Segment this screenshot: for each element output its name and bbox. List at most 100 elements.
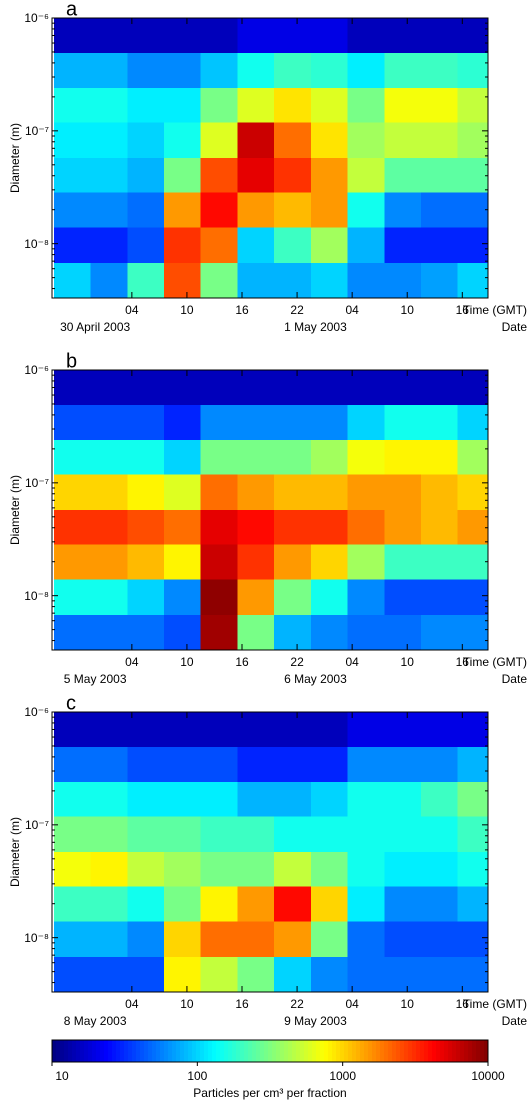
x-tick-label: 04 (125, 655, 139, 669)
colorbar-swatch (220, 1040, 225, 1062)
heat-cell (274, 192, 312, 229)
heat-cell (420, 781, 459, 818)
heat-cell (457, 370, 488, 406)
heat-cell (457, 510, 488, 546)
colorbar-swatch (112, 1040, 117, 1062)
heat-cell (310, 122, 349, 159)
heat-cell (90, 158, 128, 194)
heat-cell (127, 852, 165, 888)
heat-cell (274, 544, 312, 581)
x-tick-label: 10 (401, 303, 415, 317)
heat-cell (347, 158, 385, 194)
heat-cell (237, 370, 275, 406)
heat-cell (163, 227, 202, 264)
date-axis-label: Date (502, 672, 528, 686)
heat-cell (163, 956, 202, 992)
heat-cell (457, 614, 488, 650)
x-tick-label: 16 (235, 655, 249, 669)
plot-frame (51, 17, 489, 299)
heat-cell (347, 747, 385, 783)
heat-cell (53, 579, 92, 616)
heat-cell (90, 579, 128, 616)
heat-cell (384, 262, 422, 298)
panel-label: c (66, 692, 76, 714)
heat-cell (347, 614, 385, 650)
heat-cell (127, 122, 165, 159)
colorbar-swatch (376, 1040, 381, 1062)
heat-cell (200, 510, 239, 546)
heat-cell (310, 886, 349, 923)
heat-cell (53, 227, 92, 264)
heat-cell (163, 921, 202, 958)
x-tick-label: 04 (125, 997, 139, 1011)
x-tick-label: 10 (180, 997, 194, 1011)
heat-cell (90, 405, 128, 441)
heat-cell (200, 53, 239, 89)
colorbar-swatch (420, 1040, 425, 1062)
colorbar-swatch (56, 1040, 61, 1062)
heat-cell (237, 781, 275, 818)
heat-cell (274, 921, 312, 958)
heat-cell (274, 747, 312, 783)
heat-cell (384, 158, 422, 194)
heat-cell (384, 852, 422, 888)
colorbar-swatch (208, 1040, 213, 1062)
heat-cell (200, 544, 239, 581)
heat-cell (127, 579, 165, 616)
heat-cell (127, 921, 165, 958)
heat-cell (53, 158, 92, 194)
heat-cell (90, 474, 128, 511)
heat-cell (457, 18, 488, 54)
heat-cell (237, 956, 275, 992)
colorbar-swatch (284, 1040, 289, 1062)
heat-cell (457, 262, 488, 298)
colorbar-swatch (136, 1040, 141, 1062)
heat-cell (53, 816, 92, 853)
colorbar-swatch (120, 1040, 125, 1062)
heat-cell (420, 579, 459, 616)
heat-cell (274, 18, 312, 54)
heat-cell (310, 227, 349, 264)
heat-cell (90, 227, 128, 264)
heat-cell (163, 544, 202, 581)
heat-cell (310, 956, 349, 992)
heat-cell (90, 747, 128, 783)
colorbar-swatch (224, 1040, 229, 1062)
heat-cell (384, 886, 422, 923)
heat-cell (420, 370, 459, 406)
colorbar-swatch (108, 1040, 113, 1062)
colorbar-swatch (104, 1040, 109, 1062)
heat-cell (127, 747, 165, 783)
heat-cell (420, 544, 459, 581)
heat-cell (53, 370, 92, 406)
heat-cell (347, 886, 385, 923)
colorbar-swatch (476, 1040, 481, 1062)
heat-cell (200, 87, 239, 124)
colorbar-swatch (412, 1040, 417, 1062)
colorbar-swatch (156, 1040, 161, 1062)
colorbar-tick-label: 1000 (329, 1069, 356, 1083)
colorbar-swatch (324, 1040, 329, 1062)
heat-cell (347, 712, 385, 748)
colorbar-swatch (352, 1040, 357, 1062)
heat-cell (384, 614, 422, 650)
colorbar-swatch (404, 1040, 409, 1062)
colorbar-swatch (372, 1040, 377, 1062)
heat-cell (457, 816, 488, 853)
heat-cell (457, 158, 488, 194)
heat-cell (90, 53, 128, 89)
heat-cell (347, 122, 385, 159)
heat-cell (457, 87, 488, 124)
colorbar-swatch (200, 1040, 205, 1062)
heat-cell (310, 439, 349, 476)
colorbar-swatch (188, 1040, 193, 1062)
heat-cell (310, 921, 349, 958)
heat-cell (237, 122, 275, 159)
colorbar-swatch (124, 1040, 129, 1062)
heat-cell (310, 262, 349, 298)
heat-cell (384, 370, 422, 406)
heat-cell (237, 262, 275, 298)
heat-cell (274, 852, 312, 888)
heat-cell (237, 816, 275, 853)
heat-cell (384, 192, 422, 229)
